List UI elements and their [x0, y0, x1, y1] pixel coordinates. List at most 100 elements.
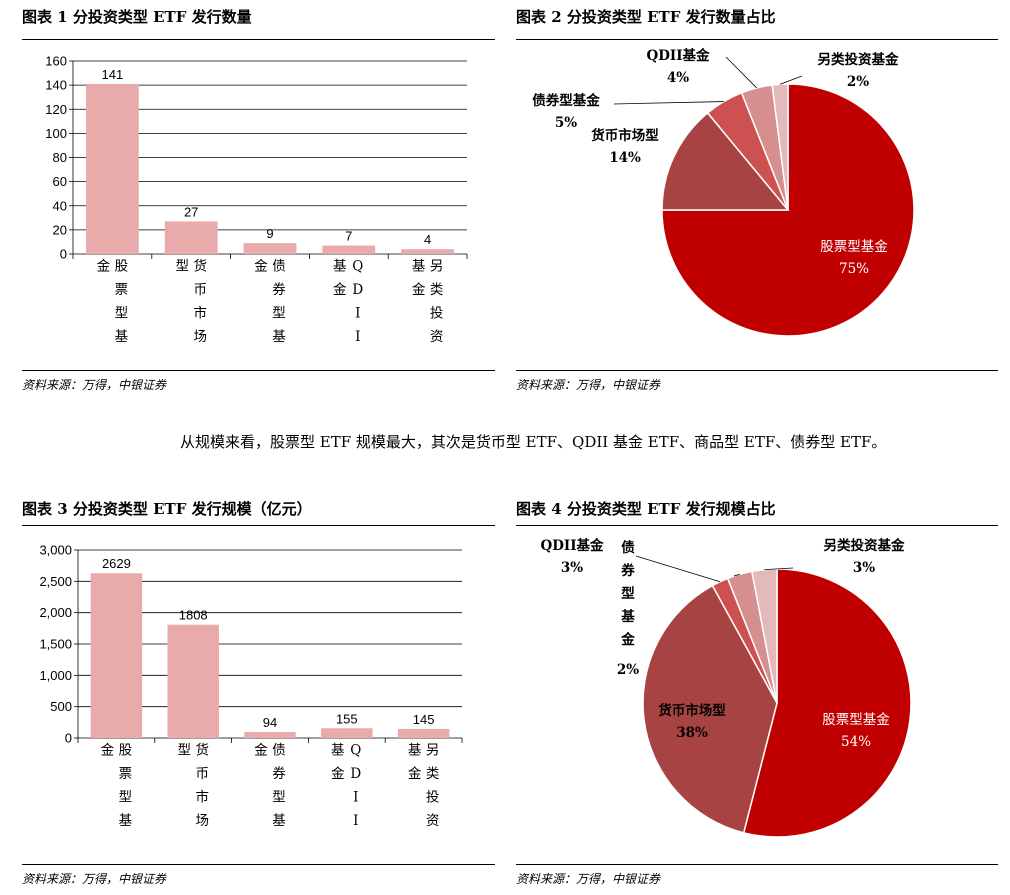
- bar: [244, 732, 296, 738]
- divider: [22, 525, 495, 526]
- bar: [322, 245, 376, 254]
- slice-label: 货币市场型: [657, 702, 726, 719]
- data-label: 27: [184, 204, 198, 219]
- y-tick-label: 0: [65, 731, 72, 746]
- source-note: 资料来源：万得，中银证券: [22, 872, 167, 886]
- bar: [90, 573, 143, 738]
- slice-percent: 54%: [841, 734, 871, 750]
- divider: [22, 39, 495, 40]
- y-tick-label: 140: [45, 78, 67, 93]
- slice-percent: 14%: [609, 150, 641, 166]
- data-label: 7: [345, 229, 352, 244]
- divider: [22, 370, 495, 371]
- pie-chart-size-share: 股票型基金 54% 货币市场型 38% 债券型基金 2% QDII基金 3% 另类投资基金 3%: [540, 537, 912, 838]
- pie-slice: [771, 83, 789, 211]
- slice-percent: 2%: [617, 662, 639, 678]
- chart-panel-4: 图表 4 分投资类型 ETF 发行规模占比 股票型基金 54% 货币市场型 38% 债券…: [516, 498, 998, 890]
- y-tick-label: 60: [53, 174, 67, 189]
- divider: [516, 39, 998, 40]
- category-label: Q D I I基金: [331, 742, 361, 830]
- slice-label: QDII基金: [646, 47, 710, 64]
- category-label: 货币市场型: [175, 258, 207, 346]
- category-label: 货币市场型: [177, 742, 209, 830]
- chart-panel-2: 图表 2 分投资类型 ETF 发行数量占比 股票型基金 75% 货币市场型 14% 债券…: [516, 6, 998, 398]
- pie-slice: [661, 83, 915, 337]
- bar: [243, 243, 297, 254]
- slice-label: 股票型基金: [820, 238, 888, 255]
- chart-panel-3: 图表 3 分投资类型 ETF 发行规模（亿元） 0 500 1,000 1,500 2,…: [22, 498, 495, 890]
- y-tick-label: 2,000: [39, 605, 72, 620]
- category-label: Q D I I基金: [333, 258, 363, 346]
- source-note: 资料来源：万得，中银证券: [516, 378, 661, 392]
- slice-percent: 3%: [561, 560, 583, 576]
- divider: [516, 370, 998, 371]
- bar: [321, 728, 373, 738]
- data-label: 141: [102, 67, 124, 82]
- slice-label: QDII基金: [540, 537, 604, 554]
- pie-chart-count-share: 股票型基金 75% 货币市场型 14% 债券型基金 5% QDII基金 4% 另类投资基金 2%: [532, 47, 915, 337]
- divider: [516, 864, 998, 865]
- slice-label: 股票型基金: [822, 711, 890, 728]
- pie-slice: [661, 111, 790, 211]
- slice-percent: 2%: [847, 74, 869, 90]
- leader-line: [764, 567, 794, 570]
- y-tick-label: 120: [45, 102, 67, 117]
- source-note: 资料来源：万得，中银证券: [516, 872, 661, 886]
- pie-slice: [742, 568, 912, 838]
- slice-percent: 3%: [853, 560, 875, 576]
- bar: [167, 624, 219, 738]
- bar: [401, 249, 454, 254]
- category-label: 股票型基金: [97, 259, 129, 346]
- chart-title: 图表 4 分投资类型 ETF 发行规模占比: [516, 500, 776, 518]
- y-tick-label: 40: [53, 198, 67, 213]
- slice-label: 货币市场型: [590, 127, 659, 144]
- data-label: 155: [336, 711, 358, 726]
- data-label: 145: [413, 712, 435, 727]
- category-label: 另类投资基金: [412, 258, 444, 346]
- body-paragraph: 从规模来看，股票型 ETF 规模最大，其次是货币型 ETF、QDII 基金 ET…: [180, 433, 887, 451]
- category-label: 股票型基金: [101, 743, 133, 830]
- category-label: 债券型基金: [254, 743, 286, 830]
- y-tick-label: 2,500: [39, 574, 72, 589]
- category-label: 债券型基金: [254, 259, 286, 346]
- bar: [397, 728, 450, 738]
- slice-percent: 4%: [667, 70, 689, 86]
- leader-line: [733, 573, 740, 577]
- leader-line: [613, 101, 724, 105]
- slice-percent: 38%: [676, 725, 708, 741]
- data-label: 2629: [102, 556, 131, 571]
- chart-title: 图表 3 分投资类型 ETF 发行规模（亿元）: [22, 500, 312, 518]
- divider: [516, 525, 998, 526]
- slice-label: 另类投资基金: [824, 537, 905, 554]
- pie-slice: [642, 584, 778, 834]
- slice-percent: 5%: [555, 115, 577, 131]
- leader-line: [779, 75, 803, 85]
- y-tick-label: 1,000: [39, 668, 72, 683]
- bar-chart-size: 0 500 1,000 1,500 2,000 2,500 3,000 2629 股票型基金 18…: [39, 543, 463, 830]
- slice-percent: 75%: [839, 261, 869, 277]
- chart-title: 图表 2 分投资类型 ETF 发行数量占比: [516, 8, 776, 26]
- data-label: 9: [266, 226, 273, 241]
- y-tick-label: 100: [45, 126, 67, 141]
- slice-label: 另类投资基金: [818, 51, 899, 68]
- slice-label: 债券型基金: [620, 539, 635, 648]
- y-tick-label: 20: [53, 222, 67, 237]
- leader-line: [725, 56, 757, 89]
- y-tick-label: 80: [53, 150, 67, 165]
- y-tick-label: 3,000: [39, 543, 72, 558]
- y-tick-label: 160: [45, 54, 67, 69]
- y-tick-label: 0: [60, 247, 67, 262]
- slice-label: 债券型基金: [532, 92, 600, 109]
- data-label: 4: [424, 232, 431, 247]
- chart-panel-1: 图表 1 分投资类型 ETF 发行数量 0 20 40 60 80 100 120 140 16…: [22, 6, 495, 398]
- data-label: 94: [263, 715, 277, 730]
- data-label: 1808: [179, 608, 208, 623]
- chart-title: 图表 1 分投资类型 ETF 发行数量: [22, 8, 252, 26]
- leader-line: [635, 555, 721, 583]
- bar-chart-count: 0 20 40 60 80 100 120 140 160 141 股票型基金 27 货币市场型 9 债券型…: [45, 54, 468, 346]
- divider: [22, 864, 495, 865]
- y-tick-label: 1,500: [39, 637, 72, 652]
- source-note: 资料来源：万得，中银证券: [22, 378, 167, 392]
- bar: [164, 221, 218, 254]
- bar: [86, 83, 139, 254]
